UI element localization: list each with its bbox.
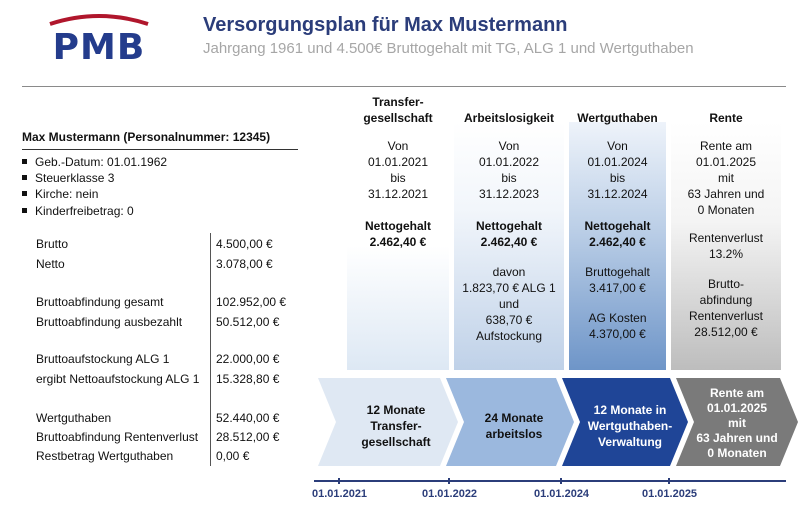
arrow-wg-label: 12 Monate in Wertguthaben- Verwaltung xyxy=(587,403,673,449)
column-alo-net: Nettogehalt 2.462,40 € xyxy=(476,219,542,249)
timeline-tick xyxy=(338,478,340,484)
arrow-rente xyxy=(676,378,798,466)
column-wg-background xyxy=(569,122,666,370)
column-wg-period: Von 01.01.2024 bis 31.12.2024 xyxy=(587,139,648,201)
timeline-date-2025: 01.01.2025 xyxy=(642,488,698,500)
column-alo-detail: davon 1.823,70 € ALG 1 und 638,70 € Aufsto… xyxy=(462,265,556,343)
bullet-icon xyxy=(22,175,27,181)
finance-label-brutto: Brutto xyxy=(36,237,69,251)
column-rente-background xyxy=(671,122,781,370)
arrow-rente-label: Rente am 01.01.2025 mit 63 Jahren und 0 Mon… xyxy=(696,386,778,460)
finance-value-rentenverlust: 28.512,00 € xyxy=(216,430,280,444)
column-alo-background xyxy=(454,122,564,370)
column-wg-net: Nettogehalt 2.462,40 € xyxy=(584,219,651,249)
column-wg-head: Wertguthaben xyxy=(577,111,658,125)
arrow-wg xyxy=(562,378,688,466)
column-rente-period: Rente am 01.01.2025 mit 63 Jahren und 0 Mo… xyxy=(687,139,765,217)
column-rente: Rente Rente am 01.01.2025 mit 63 Jahren un… xyxy=(671,110,781,340)
page-title: Versorgungsplan für Max Mustermann xyxy=(203,14,568,36)
column-transfer-net: Nettogehalt 2.462,40 € xyxy=(365,219,431,249)
fact-church: Kirche: nein xyxy=(22,187,98,201)
finance-label-restbetrag: Restbetrag Wertguthaben xyxy=(36,449,174,463)
bullet-icon xyxy=(22,191,27,197)
fact-child-allowance: Kinderfreibetrag: 0 xyxy=(22,204,134,218)
pmb-logo: PMB xyxy=(48,10,150,70)
fact-birthdate: Geb.-Datum: 01.01.1962 xyxy=(22,155,167,169)
finance-value-wertguthaben: 52.440,00 € xyxy=(216,411,280,425)
finance-label-rentenverlust: Bruttoabfindung Rentenverlust xyxy=(36,430,199,444)
finance-table-divider xyxy=(210,233,211,466)
finance-value-brutto: 4.500,00 € xyxy=(216,237,273,251)
arrow-alo-label: 24 Monate arbeitslos xyxy=(484,411,544,441)
finance-label-abfindung-gesamt: Bruttoabfindung gesamt xyxy=(36,295,164,309)
person-name: Max Mustermann (Personalnummer: 12345) xyxy=(22,130,271,144)
arrow-transfer-label: 12 Monate Transfer-gesellschaft xyxy=(361,403,431,449)
bullet-icon xyxy=(22,208,27,214)
finance-label-netto: Netto xyxy=(36,257,65,271)
timeline-date-2022: 01.01.2022 xyxy=(422,488,478,500)
column-wg-employer-cost: AG Kosten 4.370,00 € xyxy=(588,311,647,341)
column-transfer-head: Transfer-gesellschaft xyxy=(363,95,433,125)
phase-arrows xyxy=(318,378,798,466)
finance-label-aufstockung-brutto: Bruttoaufstockung ALG 1 xyxy=(36,352,170,366)
finance-value-aufstockung-brutto: 22.000,00 € xyxy=(216,352,280,366)
timeline-tick xyxy=(668,478,670,484)
finance-label-aufstockung-netto: ergibt Nettoaufstockung ALG 1 xyxy=(36,372,200,386)
column-transfer: Transfer-gesellschaft Von 01.01.2021 bis 3… xyxy=(347,94,449,250)
arrow-transfer xyxy=(318,378,458,466)
finance-label-abfindung-ausbezahlt: Bruttoabfindung ausbezahlt xyxy=(36,315,183,329)
person-divider xyxy=(22,149,298,150)
header-divider xyxy=(22,86,786,87)
column-alo-head: Arbeitslosigkeit xyxy=(463,111,555,125)
logo-arc-icon xyxy=(49,14,149,26)
finance-value-aufstockung-netto: 15.328,80 € xyxy=(216,372,280,386)
timeline-date-2021: 01.01.2021 xyxy=(312,488,368,500)
column-transfer-background xyxy=(347,122,449,370)
logo-text: PMB xyxy=(52,27,146,68)
column-alo: Arbeitslosigkeit Von 01.01.2022 bis 31.12.… xyxy=(454,110,564,344)
finance-value-netto: 3.078,00 € xyxy=(216,257,273,271)
timeline-axis xyxy=(314,480,786,482)
column-wg-gross: Bruttogehalt 3.417,00 € xyxy=(585,265,650,295)
timeline-tick xyxy=(448,478,450,484)
column-alo-period: Von 01.01.2022 bis 31.12.2023 xyxy=(478,139,540,201)
finance-value-restbetrag: 0,00 € xyxy=(216,449,250,463)
timeline-date-2024: 01.01.2024 xyxy=(534,488,590,500)
column-wg: Wertguthaben Von 01.01.2024 bis 31.12.2024… xyxy=(569,110,666,342)
fact-tax-class: Steuerklasse 3 xyxy=(22,171,114,185)
finance-value-abfindung-gesamt: 102.952,00 € xyxy=(216,295,287,309)
column-transfer-period: Von 01.01.2021 bis 31.12.2021 xyxy=(367,139,429,201)
finance-value-abfindung-ausbezahlt: 50.512,00 € xyxy=(216,315,280,329)
column-rente-loss: Rentenverlust 13.2% xyxy=(688,231,764,261)
finance-label-wertguthaben: Wertguthaben xyxy=(36,411,112,425)
timeline-tick xyxy=(560,478,562,484)
column-rente-head: Rente xyxy=(709,111,743,125)
column-rente-detail: Brutto-abfindung Rentenverlust 28.512,00 … xyxy=(688,277,764,339)
page-subtitle: Jahrgang 1961 und 4.500€ Bruttogehalt mi… xyxy=(203,40,694,57)
arrow-alo xyxy=(446,378,574,466)
bullet-icon xyxy=(22,159,27,165)
